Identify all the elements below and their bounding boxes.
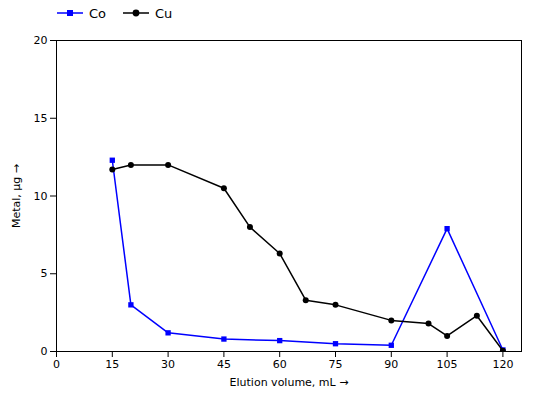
svg-text:120: 120 (492, 358, 513, 371)
svg-text:90: 90 (384, 358, 398, 371)
svg-text:105: 105 (437, 358, 458, 371)
html-text:Co: Co (89, 5, 106, 21)
svg-text:75: 75 (329, 358, 343, 371)
svg-text:20: 20 (34, 34, 48, 47)
svg-text:0: 0 (41, 345, 48, 358)
svg-text:5: 5 (41, 267, 48, 280)
html-text:Cu: Cu (155, 5, 173, 21)
svg-text:Metal, μg →: Metal, μg → (10, 164, 23, 228)
svg-text:Elution volume, mL →: Elution volume, mL → (230, 376, 349, 389)
svg-text:60: 60 (273, 358, 287, 371)
svg-text:15: 15 (34, 112, 48, 125)
svg-text:45: 45 (217, 358, 231, 371)
svg-text:10: 10 (34, 190, 48, 203)
svg-text:30: 30 (161, 358, 175, 371)
svg-text:0: 0 (53, 358, 60, 371)
svg-text:15: 15 (105, 358, 119, 371)
